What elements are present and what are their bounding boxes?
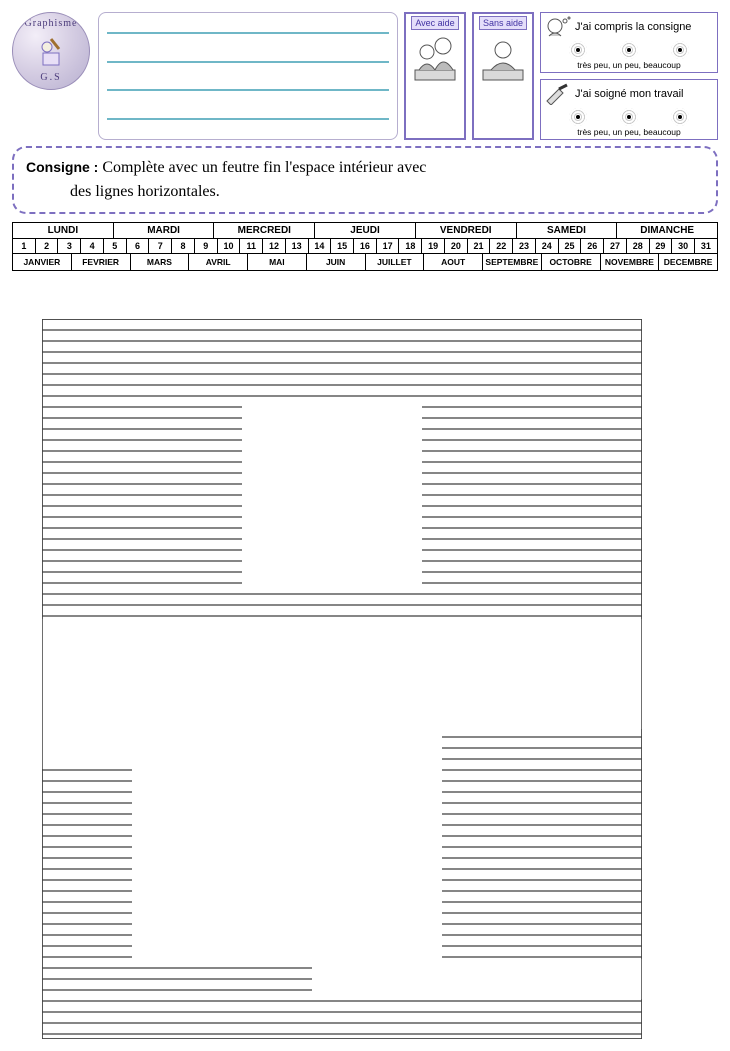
calendar-cell: MAI <box>248 254 307 270</box>
help-label: Avec aide <box>411 16 458 30</box>
help-label: Sans aide <box>479 16 527 30</box>
subject-badge: Graphisme G.S <box>12 12 90 90</box>
rating-scale: très peu, un peu, beaucoup <box>545 127 713 137</box>
calendar-cell: 16 <box>354 239 377 253</box>
calendar-cell: 12 <box>263 239 286 253</box>
calendar-cell: 26 <box>581 239 604 253</box>
header-row: Graphisme G.S Avec aide Sans aide <box>12 12 718 140</box>
calendar-cell: JUILLET <box>366 254 425 270</box>
thinking-icon <box>545 16 571 38</box>
calendar-cell: NOVEMBRE <box>601 254 660 270</box>
calendar-cell: 19 <box>422 239 445 253</box>
eval-box-understood: J'ai compris la consigne très peu, un pe… <box>540 12 718 73</box>
writing-line <box>107 61 389 63</box>
calendar-cell: 13 <box>286 239 309 253</box>
calendar-months-row: JANVIERFEVRIERMARSAVRILMAIJUINJUILLETAOU… <box>13 253 717 270</box>
calendar-cell: OCTOBRE <box>542 254 601 270</box>
calendar-cell: 8 <box>172 239 195 253</box>
badge-top-text: Graphisme <box>25 18 78 29</box>
calendar-cell: LUNDI <box>13 223 114 238</box>
badge-container: Graphisme G.S <box>12 12 92 140</box>
calendar-cell: MARDI <box>114 223 215 238</box>
calendar-cell: 1 <box>13 239 36 253</box>
writing-line <box>107 89 389 91</box>
eval-title: J'ai soigné mon travail <box>575 88 684 100</box>
calendar-cell: FEVRIER <box>72 254 131 270</box>
calendar-cell: AVRIL <box>189 254 248 270</box>
calendar-cell: 7 <box>149 239 172 253</box>
writing-hand-icon <box>545 83 571 105</box>
consigne-text-1: Complète avec un feutre fin l'espace int… <box>102 159 426 176</box>
writing-line <box>107 32 389 34</box>
calendar-cell: JANVIER <box>13 254 72 270</box>
badge-bottom-text: G.S <box>40 72 61 83</box>
help-box-without: Sans aide <box>472 12 534 140</box>
calendar-cell: DIMANCHE <box>617 223 717 238</box>
consigne-box: Consigne : Complète avec un feutre fin l… <box>12 146 718 214</box>
calendar-cell: 25 <box>559 239 582 253</box>
calendar-cell: JUIN <box>307 254 366 270</box>
calendar-cell: 4 <box>81 239 104 253</box>
worksheet-figure <box>42 319 642 1039</box>
calendar-cell: 29 <box>650 239 673 253</box>
calendar-cell: 9 <box>195 239 218 253</box>
calendar-cell: 22 <box>490 239 513 253</box>
with-help-icon <box>409 32 461 84</box>
rating-dots[interactable] <box>545 41 713 59</box>
without-help-icon <box>477 32 529 84</box>
eval-stack: J'ai compris la consigne très peu, un pe… <box>540 12 718 140</box>
rating-scale: très peu, un peu, beaucoup <box>545 60 713 70</box>
calendar-cell: 5 <box>104 239 127 253</box>
badge-illustration-icon <box>31 31 71 71</box>
consigne-label: Consigne : <box>26 159 98 175</box>
calendar-cell: 10 <box>218 239 241 253</box>
help-box-with: Avec aide <box>404 12 466 140</box>
calendar-cell: 11 <box>240 239 263 253</box>
calendar-cell: JEUDI <box>315 223 416 238</box>
calendar-cell: 3 <box>58 239 81 253</box>
calendar: LUNDIMARDIMERCREDIJEUDIVENDREDISAMEDIDIM… <box>12 222 718 271</box>
calendar-cell: 23 <box>513 239 536 253</box>
calendar-cell: MARS <box>131 254 190 270</box>
calendar-cell: 2 <box>36 239 59 253</box>
calendar-cell: SAMEDI <box>517 223 618 238</box>
calendar-cell: 27 <box>604 239 627 253</box>
consigne-text-2: des lignes horizontales. <box>70 183 220 200</box>
calendar-cell: 15 <box>331 239 354 253</box>
calendar-cell: 21 <box>468 239 491 253</box>
calendar-cell: 24 <box>536 239 559 253</box>
calendar-cell: MERCREDI <box>214 223 315 238</box>
calendar-cell: SEPTEMBRE <box>483 254 542 270</box>
rating-dots[interactable] <box>545 108 713 126</box>
calendar-cell: 17 <box>377 239 400 253</box>
calendar-cell: 14 <box>309 239 332 253</box>
calendar-cell: 31 <box>695 239 717 253</box>
consigne-row: Consigne : Complète avec un feutre fin l… <box>12 146 718 214</box>
calendar-cell: 18 <box>399 239 422 253</box>
worksheet-area[interactable] <box>42 319 688 1039</box>
eval-box-care: J'ai soigné mon travail très peu, un peu… <box>540 79 718 140</box>
calendar-cell: 30 <box>672 239 695 253</box>
calendar-numbers-row: 1234567891011121314151617181920212223242… <box>13 238 717 253</box>
calendar-cell: AOUT <box>424 254 483 270</box>
calendar-cell: 20 <box>445 239 468 253</box>
calendar-cell: 6 <box>127 239 150 253</box>
calendar-days-row: LUNDIMARDIMERCREDIJEUDIVENDREDISAMEDIDIM… <box>13 223 717 238</box>
calendar-cell: DECEMBRE <box>659 254 717 270</box>
calendar-cell: VENDREDI <box>416 223 517 238</box>
name-writing-area[interactable] <box>98 12 398 140</box>
writing-line <box>107 118 389 120</box>
eval-title: J'ai compris la consigne <box>575 21 691 33</box>
calendar-cell: 28 <box>627 239 650 253</box>
